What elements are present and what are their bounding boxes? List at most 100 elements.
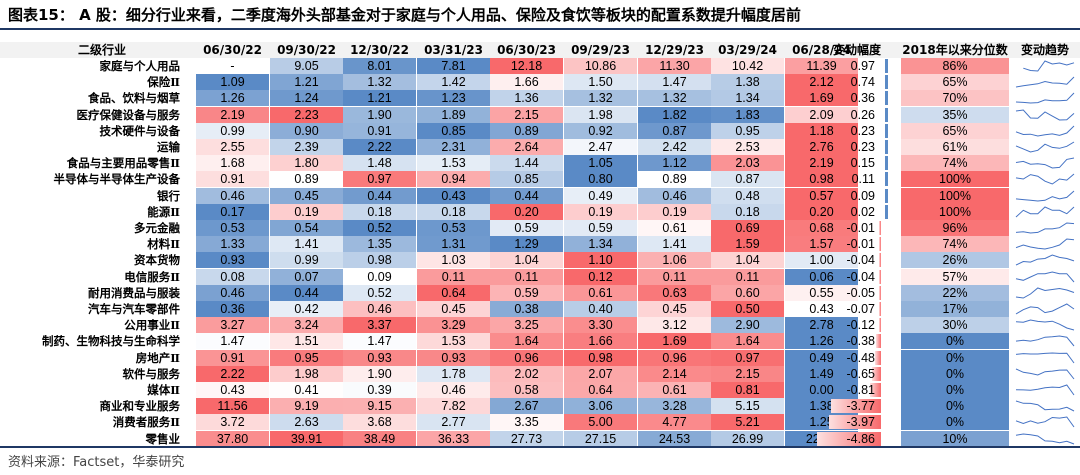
value-cell: 0.45 (417, 301, 490, 317)
value-cell: 2.12 (785, 74, 858, 91)
value-cell: 1.21 (270, 74, 343, 91)
value-cell: 0.80 (564, 171, 637, 188)
value-cell: 7.81 (417, 58, 490, 74)
change-bar-negative (879, 221, 881, 235)
table-row: 医疗保健设备与服务 2.19 2.23 1.90 1.89 2.15 1.98 1.82 1.8… (0, 106, 1080, 123)
value-cell: 0.95 (711, 122, 784, 139)
percentile-value: 65% (901, 122, 1009, 139)
value-cell: 1.10 (564, 252, 637, 269)
table-row: 技术硬件与设备 0.99 0.90 0.91 0.85 0.89 0.92 0.87 0.95 1… (0, 122, 1080, 139)
percentile-value: 100% (901, 187, 1009, 204)
value-cell: 0.57 (785, 187, 858, 204)
change-value: -3.77 (846, 399, 876, 414)
industry-name: 房地产Ⅱ (135, 350, 180, 365)
value-cell: 0.55 (785, 284, 858, 301)
value-cell: 1.48 (343, 155, 416, 172)
value-cell: 0.52 (343, 284, 416, 301)
value-cell: 0.91 (196, 349, 269, 366)
trend-sparkline (1015, 319, 1075, 331)
change-value: 0.02 (850, 204, 875, 219)
footer-rule (0, 446, 1080, 448)
industry-name: 公用事业Ⅱ (124, 318, 180, 333)
source-note: 资料来源：Factset，华泰研究 (8, 455, 185, 470)
change-value: 0.36 (850, 91, 875, 106)
trend-line (1015, 93, 1075, 104)
value-cell: 1.47 (196, 333, 269, 350)
value-cell: 3.28 (638, 398, 711, 415)
trend-sparkline (1015, 206, 1075, 218)
industry-name: 材料Ⅱ (147, 237, 180, 252)
value-cell: 0.11 (638, 268, 711, 285)
value-cell: 2.31 (417, 139, 490, 155)
value-cell: 27.73 (490, 430, 563, 447)
value-cell: 0.99 (270, 252, 343, 269)
value-cell: 3.25 (490, 317, 563, 334)
table-row: 电信服务Ⅱ 0.08 0.07 0.09 0.11 0.11 0.12 0.11 0.11 0.0… (0, 268, 1080, 285)
trend-line (1015, 109, 1075, 121)
value-cell: 1.00 (785, 252, 858, 269)
value-cell: 1.51 (270, 333, 343, 350)
value-cell: 0.41 (270, 382, 343, 398)
trend-line (1015, 125, 1075, 137)
value-cell: 0.50 (711, 301, 784, 317)
value-cell: 5.00 (564, 414, 637, 431)
value-cell: 2.02 (490, 365, 563, 382)
header-change: 变动幅度 (832, 43, 881, 57)
value-cell: 1.98 (564, 106, 637, 123)
value-cell: 2.64 (490, 139, 563, 155)
percentile-value: 17% (901, 301, 1009, 317)
value-cell: 0.89 (490, 122, 563, 139)
value-cell: 0.20 (785, 203, 858, 220)
value-cell: 11.30 (638, 58, 711, 74)
title-bar: 图表15： A 股：细分行业来看，二季度海外头部基金对于家庭与个人用品、保险及食… (0, 0, 1080, 30)
table-row: 零售业 37.80 39.91 38.49 36.33 27.73 27.15 24.53 26… (0, 430, 1080, 447)
table-header-row: 二级行业 06/30/22 09/30/22 12/30/22 03/31/23 06/3… (0, 42, 1080, 58)
percentile-value: 26% (901, 252, 1009, 269)
value-cell: 0.46 (638, 187, 711, 204)
percentile-value: 0% (901, 382, 1009, 398)
change-value: -0.48 (846, 350, 876, 365)
value-cell: 1.82 (638, 106, 711, 123)
value-cell: 37.80 (196, 430, 269, 447)
value-cell: 2.53 (711, 139, 784, 155)
value-cell: 2.15 (711, 365, 784, 382)
industry-name: 汽车与汽车零部件 (88, 302, 180, 316)
value-cell: 0.52 (343, 220, 416, 236)
value-cell: 2.14 (638, 365, 711, 382)
table-row: 保险Ⅱ 1.09 1.21 1.32 1.42 1.66 1.50 1.47 1.38 2.12 0… (0, 74, 1080, 91)
value-cell: 0.46 (196, 187, 269, 204)
value-cell: 0.87 (711, 171, 784, 188)
trend-line (1015, 206, 1075, 218)
value-cell: 1.18 (785, 122, 858, 139)
value-cell: 0.11 (711, 268, 784, 285)
value-cell: 1.64 (490, 333, 563, 350)
trend-sparkline (1015, 174, 1075, 185)
value-cell: 0.91 (196, 171, 269, 188)
value-cell: 0.19 (564, 203, 637, 220)
value-cell: 0.98 (785, 171, 858, 188)
value-cell: 2.90 (711, 317, 784, 334)
industry-name: 能源Ⅱ (147, 204, 180, 219)
change-bar-negative (870, 383, 881, 397)
value-cell: 0.44 (270, 284, 343, 301)
value-cell: 2.07 (564, 365, 637, 382)
value-cell: 1.90 (343, 365, 416, 382)
trend-sparkline (1015, 400, 1075, 412)
trend-line (1023, 60, 1075, 72)
value-cell: 2.19 (785, 155, 858, 172)
industry-name: 银行 (157, 188, 180, 203)
industry-name: 运输 (157, 140, 180, 154)
change-value: 0.15 (850, 156, 875, 171)
change-value: -4.86 (846, 431, 876, 446)
value-cell: 0.97 (343, 171, 416, 188)
value-cell: 2.19 (196, 106, 269, 123)
value-cell: 3.72 (196, 414, 269, 431)
trend-line (1015, 400, 1075, 412)
change-bar-positive (885, 91, 888, 106)
value-cell: 0.59 (564, 220, 637, 236)
change-bar-negative (879, 253, 881, 268)
value-cell: 3.30 (564, 317, 637, 334)
trend-sparkline (1015, 157, 1075, 169)
percentile-value: 22% (901, 284, 1009, 301)
trend-sparkline (1015, 125, 1075, 137)
